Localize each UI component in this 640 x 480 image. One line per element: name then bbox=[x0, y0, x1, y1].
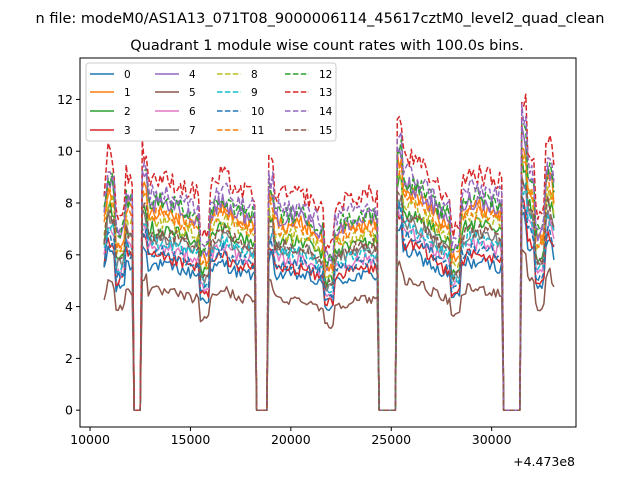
y-tick-label: 0 bbox=[65, 403, 73, 418]
legend-label-6: 6 bbox=[189, 106, 196, 118]
series-line-8 bbox=[103, 154, 555, 411]
series-line-2 bbox=[103, 155, 555, 411]
series-line-9 bbox=[103, 180, 555, 411]
chart-suptitle: n file: modeM0/AS1A13_071T08_9000006114_… bbox=[36, 11, 605, 27]
legend-label-5: 5 bbox=[189, 87, 196, 99]
x-tick-label: 25000 bbox=[371, 432, 411, 447]
legend-label-1: 1 bbox=[124, 87, 131, 99]
series-line-15 bbox=[103, 177, 555, 411]
legend-label-15: 15 bbox=[319, 125, 332, 137]
legend-label-4: 4 bbox=[189, 69, 196, 81]
series-line-14 bbox=[103, 103, 555, 411]
series-line-13 bbox=[103, 93, 555, 411]
plot-frame bbox=[79, 57, 577, 428]
x-tick-label: 30000 bbox=[472, 432, 512, 447]
series-line-10 bbox=[103, 192, 555, 411]
series-line-12 bbox=[103, 122, 555, 411]
y-tick-label: 2 bbox=[65, 351, 73, 366]
legend-label-3: 3 bbox=[124, 125, 131, 137]
legend-label-10: 10 bbox=[251, 106, 264, 118]
y-tick-label: 10 bbox=[57, 144, 73, 159]
series-line-5 bbox=[103, 248, 555, 411]
legend-label-8: 8 bbox=[251, 69, 258, 81]
y-tick-label: 6 bbox=[65, 247, 73, 262]
y-tick-label: 12 bbox=[57, 92, 73, 107]
y-tick-label: 8 bbox=[65, 196, 73, 211]
legend-label-2: 2 bbox=[124, 106, 131, 118]
legend-label-13: 13 bbox=[319, 87, 332, 99]
x-tick-label: 20000 bbox=[271, 432, 311, 447]
x-tick-label: 10000 bbox=[70, 432, 110, 447]
series-line-11 bbox=[103, 149, 555, 411]
series-layer bbox=[103, 93, 555, 411]
legend-label-12: 12 bbox=[319, 69, 332, 81]
legend-label-11: 11 bbox=[251, 125, 264, 137]
x-offset-label: +4.473e8 bbox=[513, 454, 575, 469]
legend-label-0: 0 bbox=[124, 69, 131, 81]
y-tick-label: 4 bbox=[65, 299, 73, 314]
legend-label-7: 7 bbox=[189, 125, 196, 137]
chart-title: Quadrant 1 module wise count rates with … bbox=[130, 38, 524, 54]
legend-box bbox=[85, 62, 337, 142]
legend-label-9: 9 bbox=[251, 87, 258, 99]
legend-label-14: 14 bbox=[319, 106, 333, 118]
x-axis: 10000 15000 20000 25000 30000 bbox=[70, 427, 512, 447]
y-axis: 0 2 4 6 8 10 12 bbox=[57, 92, 80, 418]
series-line-1 bbox=[103, 146, 555, 411]
series-line-0 bbox=[103, 211, 555, 411]
x-tick-label: 15000 bbox=[171, 432, 211, 447]
